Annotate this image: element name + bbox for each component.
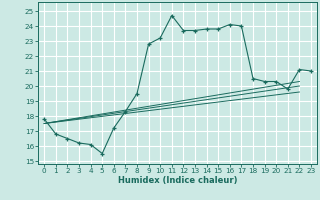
X-axis label: Humidex (Indice chaleur): Humidex (Indice chaleur)	[118, 176, 237, 185]
